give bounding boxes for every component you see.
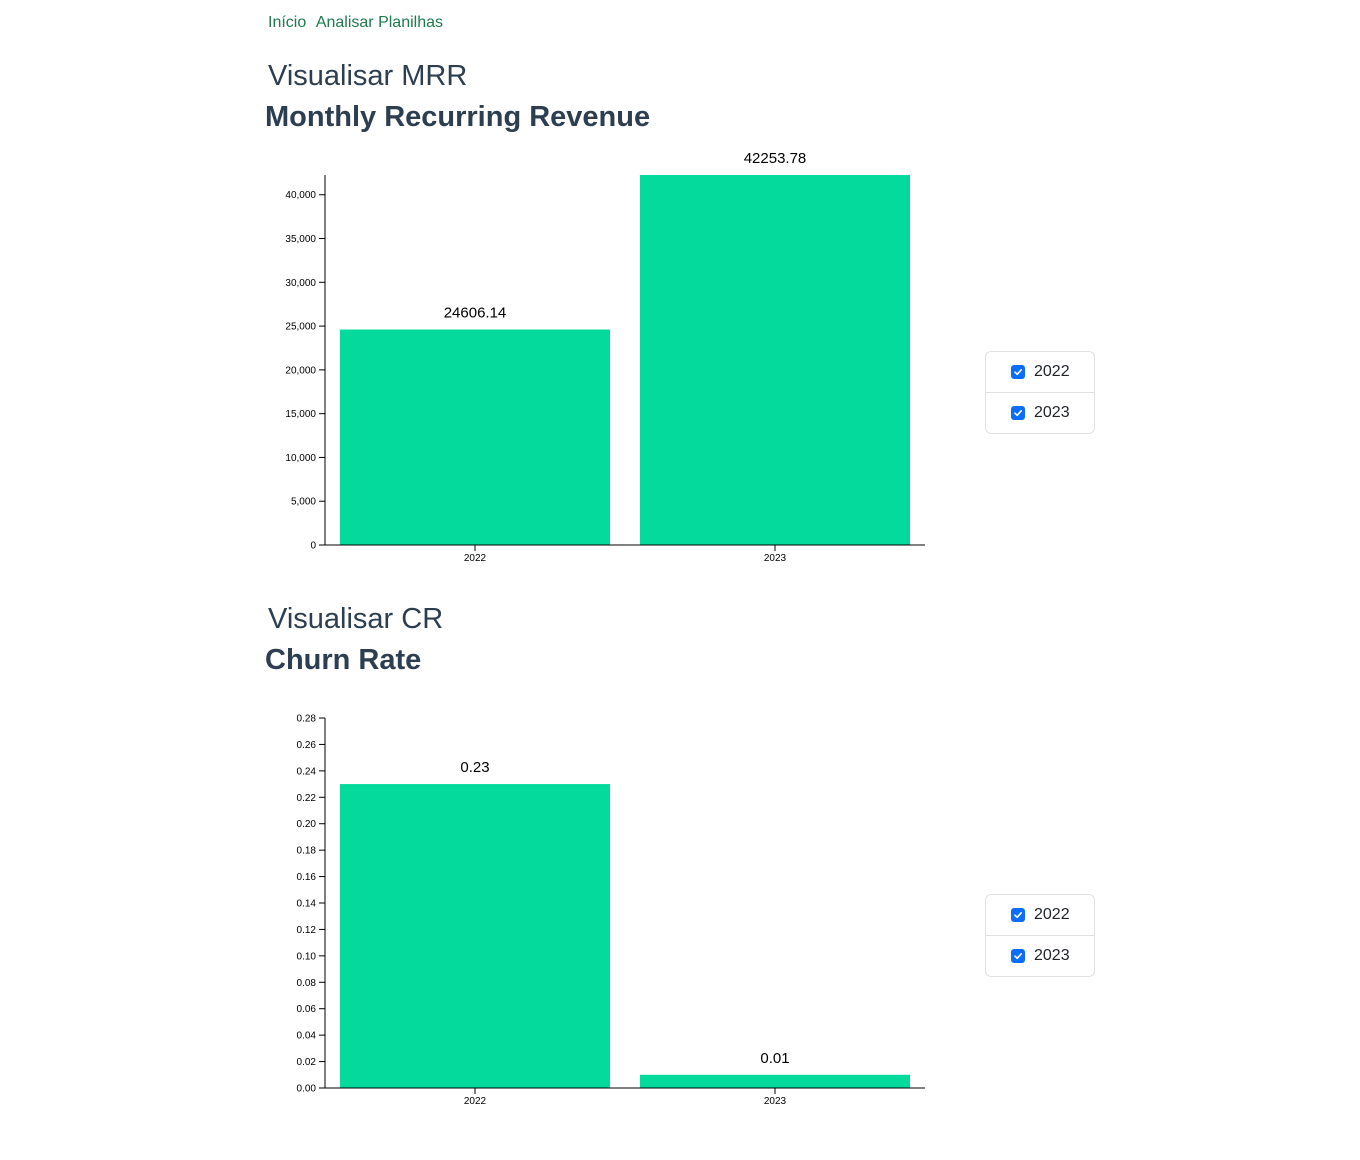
x-tick-label: 2022 [464, 1096, 487, 1107]
bar-2022 [340, 784, 610, 1088]
y-axis: 0.00 0.02 0.04 0.06 0.08 0.10 0.12 0.14 0.16 0.18… [297, 714, 326, 1095]
x-tick-label: 2023 [764, 1096, 787, 1107]
y-tick-label: 0.16 [297, 872, 317, 883]
cr-bar-chart: 0.00 0.02 0.04 0.06 0.08 0.10 0.12 0.14 0.16 0.18… [297, 714, 925, 1107]
legend-item-2023[interactable]: 2023 [986, 935, 1094, 976]
bar-value-label: 0.23 [460, 759, 489, 776]
y-tick-label: 0.28 [297, 714, 317, 725]
y-tick-label: 0.12 [297, 925, 317, 936]
bar-value-label: 0.01 [760, 1050, 789, 1067]
bar-2023 [640, 175, 910, 545]
legend-label: 2023 [1034, 947, 1070, 964]
y-tick-label: 10,000 [285, 453, 316, 464]
y-tick-label: 0.00 [297, 1084, 317, 1095]
cr-legend: 2022 2023 [985, 894, 1095, 977]
legend-item-2022[interactable]: 2022 [986, 895, 1094, 935]
y-tick-label: 25,000 [285, 322, 316, 333]
legend-label: 2022 [1034, 363, 1070, 380]
y-tick-label: 0.10 [297, 951, 317, 962]
section-heading-mrr: Visualisar MRR [268, 60, 468, 92]
y-tick-label: 0 [310, 541, 316, 552]
y-tick-label: 15,000 [285, 409, 316, 420]
chart-title-cr: Churn Rate [265, 644, 422, 676]
legend-item-2023[interactable]: 2023 [986, 392, 1094, 433]
y-tick-label: 20,000 [285, 365, 316, 376]
checkbox-checked-icon[interactable] [1011, 406, 1025, 420]
bar-2023 [640, 1074, 910, 1088]
bar-value-label: 42253.78 [744, 150, 807, 167]
checkbox-checked-icon[interactable] [1011, 908, 1025, 922]
y-tick-label: 0.18 [297, 846, 317, 857]
y-tick-label: 30,000 [285, 278, 316, 289]
x-tick-label: 2022 [464, 553, 487, 564]
y-tick-label: 0.04 [297, 1031, 317, 1042]
y-tick-label: 40,000 [285, 190, 316, 201]
mrr-bar-chart: 0 5,000 10,000 15,000 20,000 25,000 30,000 35,0… [285, 150, 925, 564]
legend-label: 2023 [1034, 404, 1070, 421]
x-tick-label: 2023 [764, 553, 787, 564]
y-tick-label: 5,000 [291, 497, 316, 508]
nav-link-home[interactable]: Início [268, 14, 307, 31]
y-tick-label: 0.08 [297, 978, 317, 989]
bar-value-label: 24606.14 [444, 305, 507, 322]
y-tick-label: 0.26 [297, 740, 317, 751]
y-tick-label: 0.06 [297, 1004, 317, 1015]
y-tick-label: 0.14 [297, 899, 317, 910]
bar-2022 [340, 329, 610, 545]
mrr-legend: 2022 2023 [985, 351, 1095, 434]
legend-label: 2022 [1034, 906, 1070, 923]
y-tick-label: 0.20 [297, 819, 317, 830]
top-nav: Início Analisar Planilhas [268, 14, 449, 32]
y-tick-label: 0.02 [297, 1057, 317, 1068]
checkbox-checked-icon[interactable] [1011, 365, 1025, 379]
x-axis: 2022 2023 [325, 1087, 925, 1107]
x-axis: 2022 2023 [325, 544, 925, 564]
y-tick-label: 0.22 [297, 793, 317, 804]
legend-item-2022[interactable]: 2022 [986, 352, 1094, 392]
nav-link-analyze[interactable]: Analisar Planilhas [315, 14, 443, 31]
y-tick-label: 0.24 [297, 766, 317, 777]
y-axis: 0 5,000 10,000 15,000 20,000 25,000 30,000 35,0… [285, 175, 326, 552]
chart-title-mrr: Monthly Recurring Revenue [265, 101, 651, 133]
checkbox-checked-icon[interactable] [1011, 949, 1025, 963]
section-heading-cr: Visualisar CR [268, 603, 444, 635]
y-tick-label: 35,000 [285, 234, 316, 245]
